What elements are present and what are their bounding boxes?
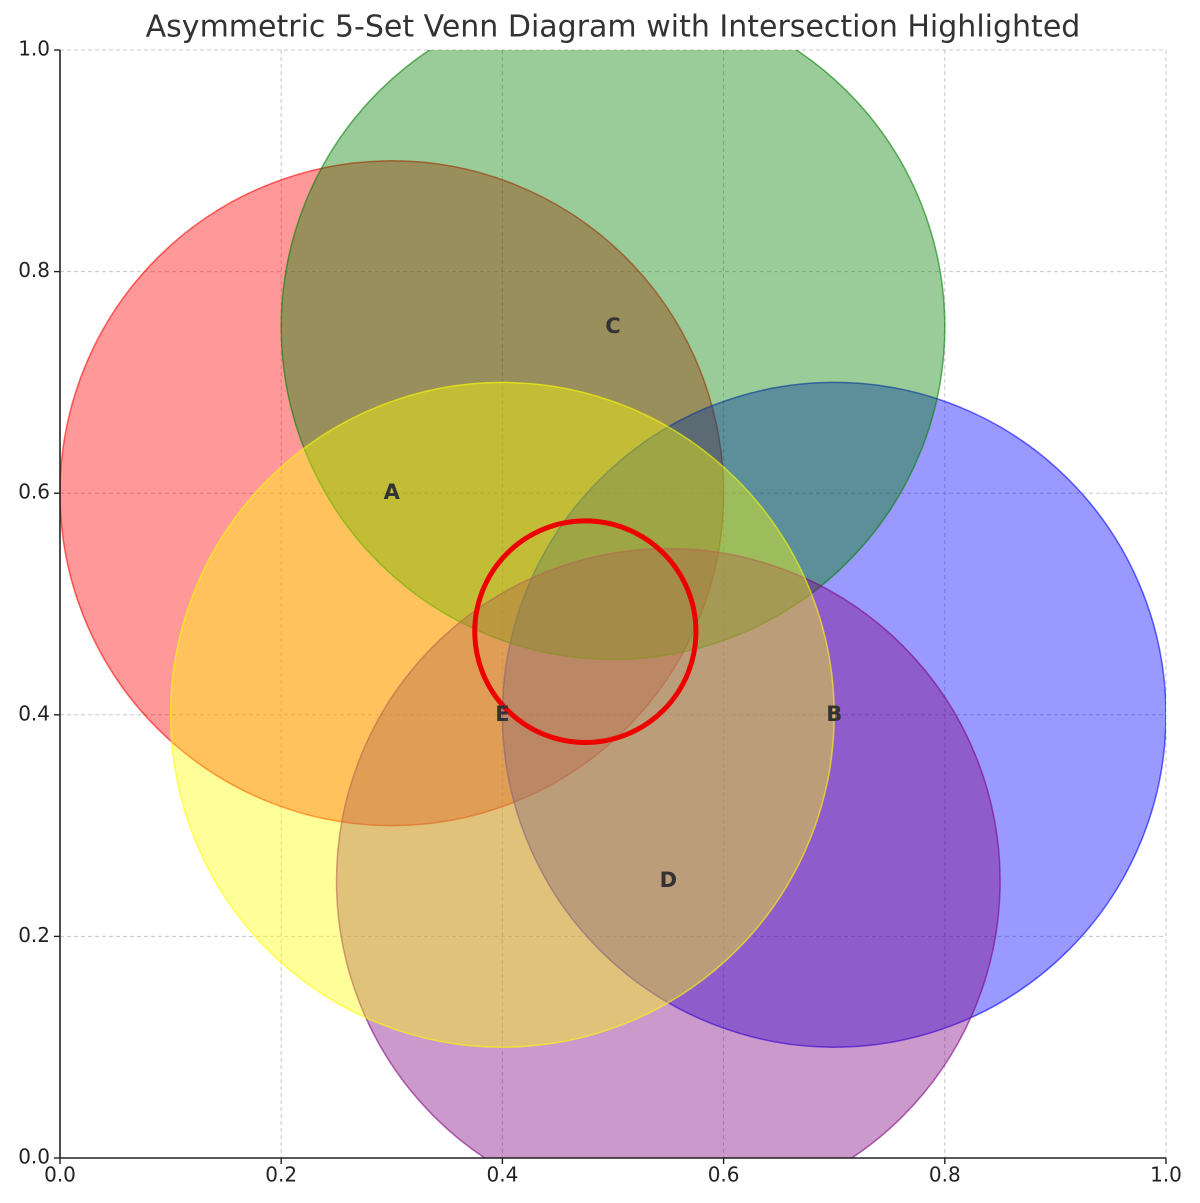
set-label: A (384, 480, 401, 504)
y-tick-label: 0.0 (18, 1145, 50, 1169)
plot-area (60, 50, 1166, 1158)
x-tick-label: 1.0 (1150, 1163, 1182, 1187)
x-tick-label: 0.6 (708, 1163, 740, 1187)
x-tick-label: 0.4 (486, 1163, 518, 1187)
y-tick-label: 0.8 (18, 258, 50, 282)
y-tick-label: 0.4 (18, 701, 50, 725)
x-tick-label: 0.8 (929, 1163, 961, 1187)
y-tick-label: 0.6 (18, 480, 50, 504)
set-label: C (605, 314, 620, 338)
y-tick-label: 0.2 (18, 923, 50, 947)
set-label: B (826, 702, 842, 726)
chart-title: Asymmetric 5-Set Venn Diagram with Inter… (146, 10, 1081, 45)
set-circle (60, 160, 725, 827)
set-label: D (660, 868, 677, 892)
set-label: E (495, 702, 509, 726)
y-tick-label: 1.0 (18, 37, 50, 61)
x-tick-label: 0.0 (44, 1163, 76, 1187)
set-circle (280, 50, 946, 661)
set-circle (169, 381, 835, 1048)
highlight-circle (472, 518, 699, 746)
x-tick-label: 0.2 (265, 1163, 297, 1187)
labels: 0.0 0.2 0.4 0.6 0.8 1.0 0.0 0.2 0.4 0.6 0.8 1.0 A B C D… (18, 37, 1182, 1187)
